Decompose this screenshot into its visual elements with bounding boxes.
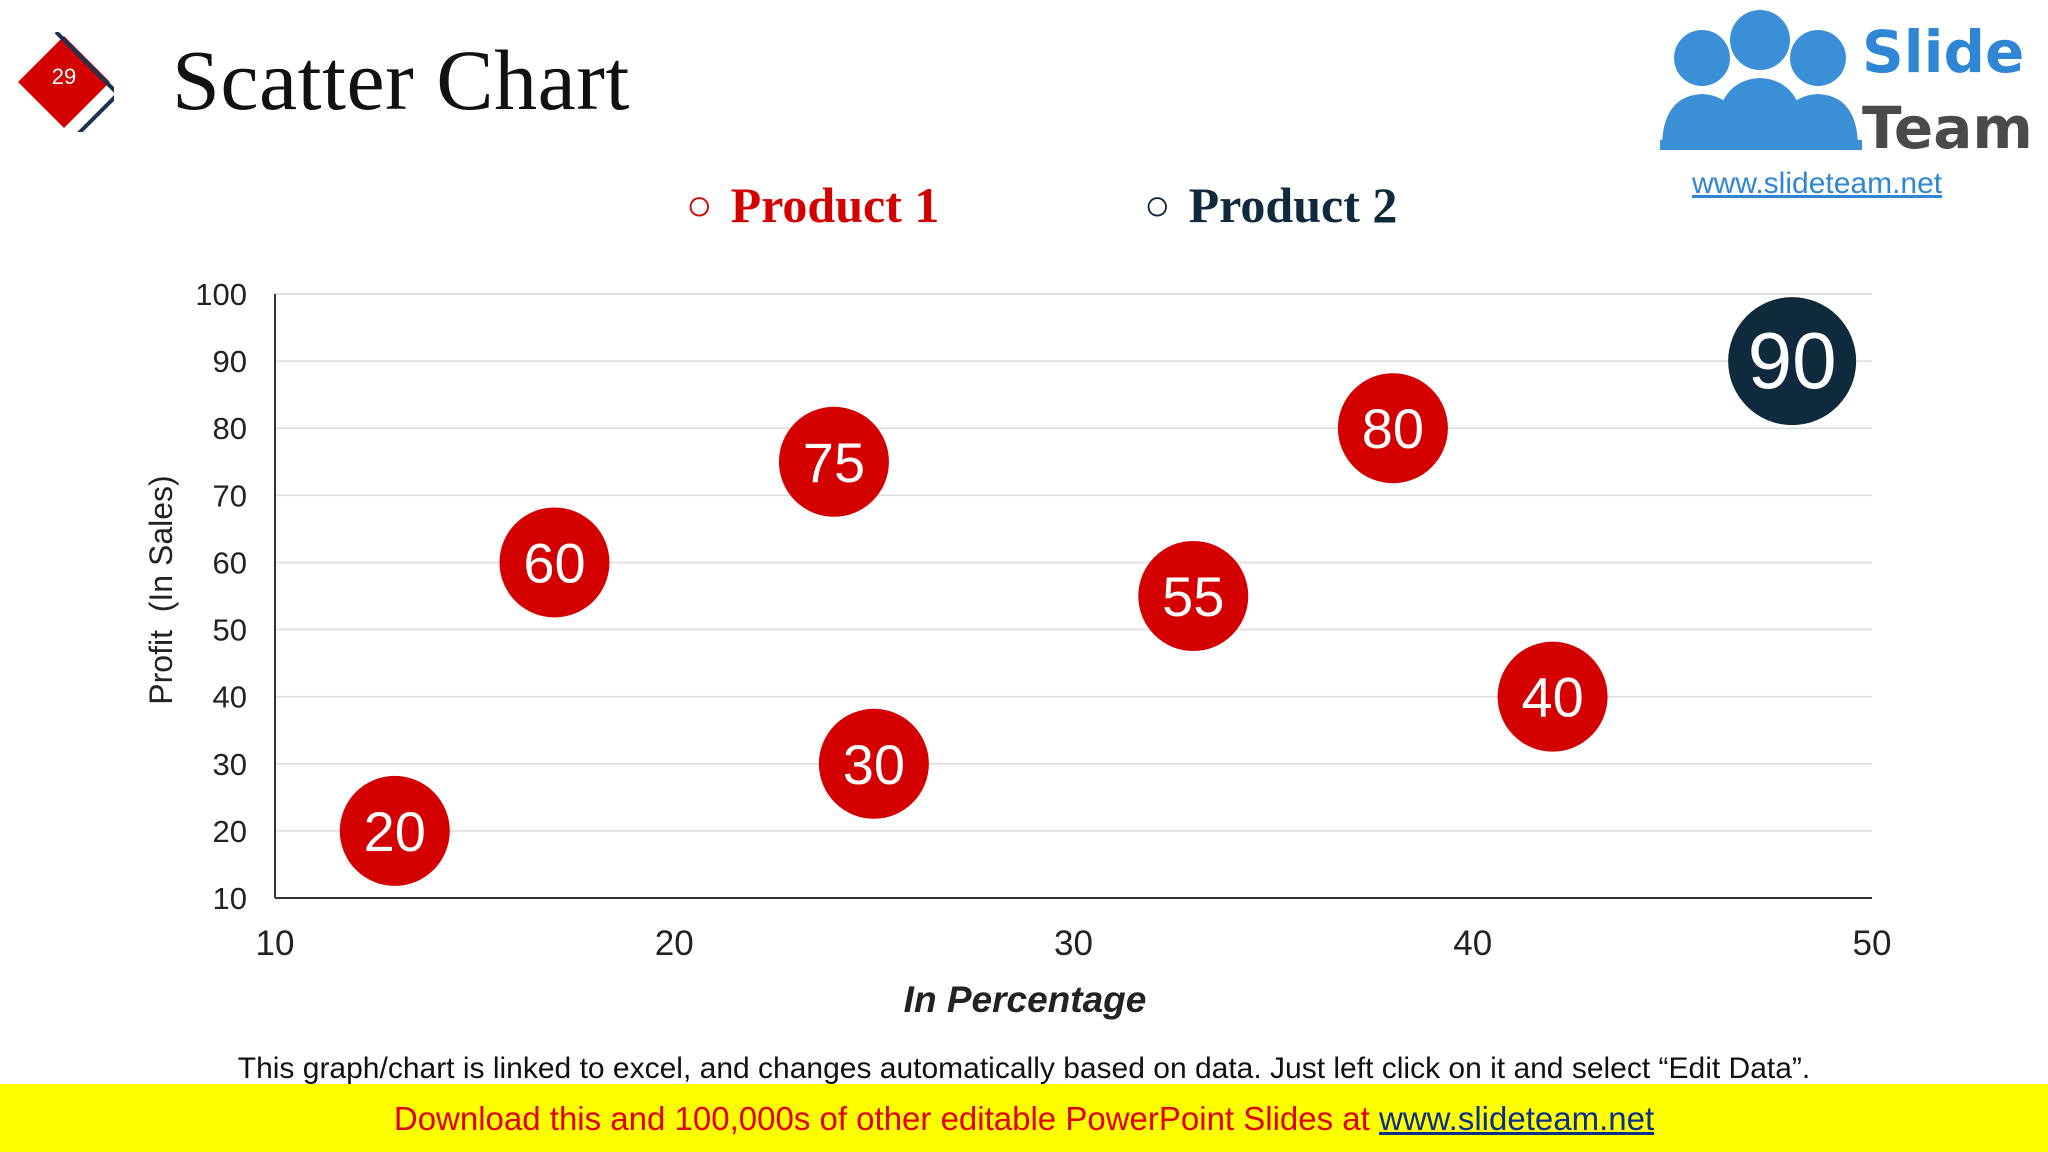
point-label: 60: [523, 531, 585, 594]
point-marker[interactable]: [1728, 297, 1857, 426]
slideteam-logo[interactable]: Slide Team www.slideteam.net: [1640, 0, 2036, 200]
point-label: 55: [1162, 565, 1224, 628]
point-label: 75: [803, 431, 865, 494]
legend-marker-icon: ○: [686, 181, 713, 230]
point-marker[interactable]: [1337, 373, 1448, 484]
legend-label: Product 1: [730, 177, 940, 233]
download-banner: [0, 1084, 2048, 1152]
slide-number: 29: [51, 64, 77, 89]
y-tick-label: 80: [213, 411, 247, 446]
data-points[interactable]: 20 60 75 30 55 80 40 90: [339, 297, 1857, 886]
y-tick-label: 50: [213, 613, 247, 648]
banner-message: Download this and 100,000s of other edit…: [393, 1100, 1379, 1137]
product-2-point[interactable]: 90: [1728, 297, 1857, 426]
y-tick-label: 40: [213, 680, 247, 715]
y-tick-label: 10: [213, 881, 247, 916]
point-marker[interactable]: [1497, 641, 1608, 752]
point-marker[interactable]: [818, 708, 929, 819]
legend-label: Product 2: [1188, 177, 1398, 233]
y-tick-label: 100: [195, 277, 247, 312]
x-tick-label: 50: [1853, 924, 1892, 963]
point-label: 80: [1362, 397, 1424, 460]
chart-footnote: This graph/chart is linked to excel, and…: [237, 1052, 1811, 1085]
y-tick-label: 60: [213, 545, 247, 580]
x-tick-label: 40: [1453, 924, 1492, 963]
banner-link[interactable]: www.slideteam.net: [1379, 1100, 1655, 1137]
slide-title: Scatter Chart: [172, 32, 630, 128]
product-1-point[interactable]: 80: [1337, 373, 1448, 484]
product-1-point[interactable]: 75: [778, 406, 889, 517]
point-label: 90: [1748, 316, 1837, 405]
product-1-point[interactable]: 20: [339, 775, 450, 886]
legend-product-2: ○ Product 2: [1144, 176, 1397, 234]
slide-number-badge: [18, 32, 114, 132]
logo-team-text: Team: [1862, 94, 2033, 162]
product-1-point[interactable]: 55: [1138, 541, 1249, 651]
product-1-point[interactable]: 30: [818, 708, 929, 819]
y-axis-title: Profit (In Sales): [143, 475, 179, 704]
point-label: 20: [364, 800, 426, 863]
axes: [274, 294, 1872, 899]
product-1-point[interactable]: 40: [1497, 641, 1608, 752]
legend-product-1: ○ Product 1: [686, 176, 939, 234]
tick-labels: 10 20 30 40 50 60 70 80 90 100 10 20 30 40 50: [195, 277, 1891, 963]
x-tick-label: 30: [1054, 924, 1093, 963]
product-1-point[interactable]: 60: [499, 507, 610, 618]
point-label: 40: [1521, 666, 1583, 729]
legend-marker-icon: ○: [1144, 181, 1171, 230]
scatter-chart[interactable]: 10 20 30 40 50 60 70 80 90 100 10 20 30 40 50 20 60 75 30…: [0, 0, 2048, 1040]
logo-slide-text: Slide: [1862, 18, 2024, 86]
banner-text: Download this and 100,000s of other edit…: [0, 1100, 2048, 1138]
y-tick-label: 30: [213, 747, 247, 782]
y-tick-label: 70: [213, 478, 247, 513]
point-marker[interactable]: [339, 775, 450, 886]
y-tick-label: 20: [213, 814, 247, 849]
x-axis-title: In Percentage: [904, 979, 1147, 1020]
point-marker[interactable]: [778, 406, 889, 517]
x-tick-label: 10: [256, 924, 295, 963]
logo-url[interactable]: www.slideteam.net: [1691, 167, 1943, 200]
x-tick-label: 20: [655, 924, 694, 963]
point-marker[interactable]: [499, 507, 610, 618]
point-label: 30: [843, 733, 905, 796]
y-tick-label: 90: [213, 344, 247, 379]
point-marker[interactable]: [1138, 541, 1249, 651]
team-people-icon: [1660, 10, 1862, 150]
